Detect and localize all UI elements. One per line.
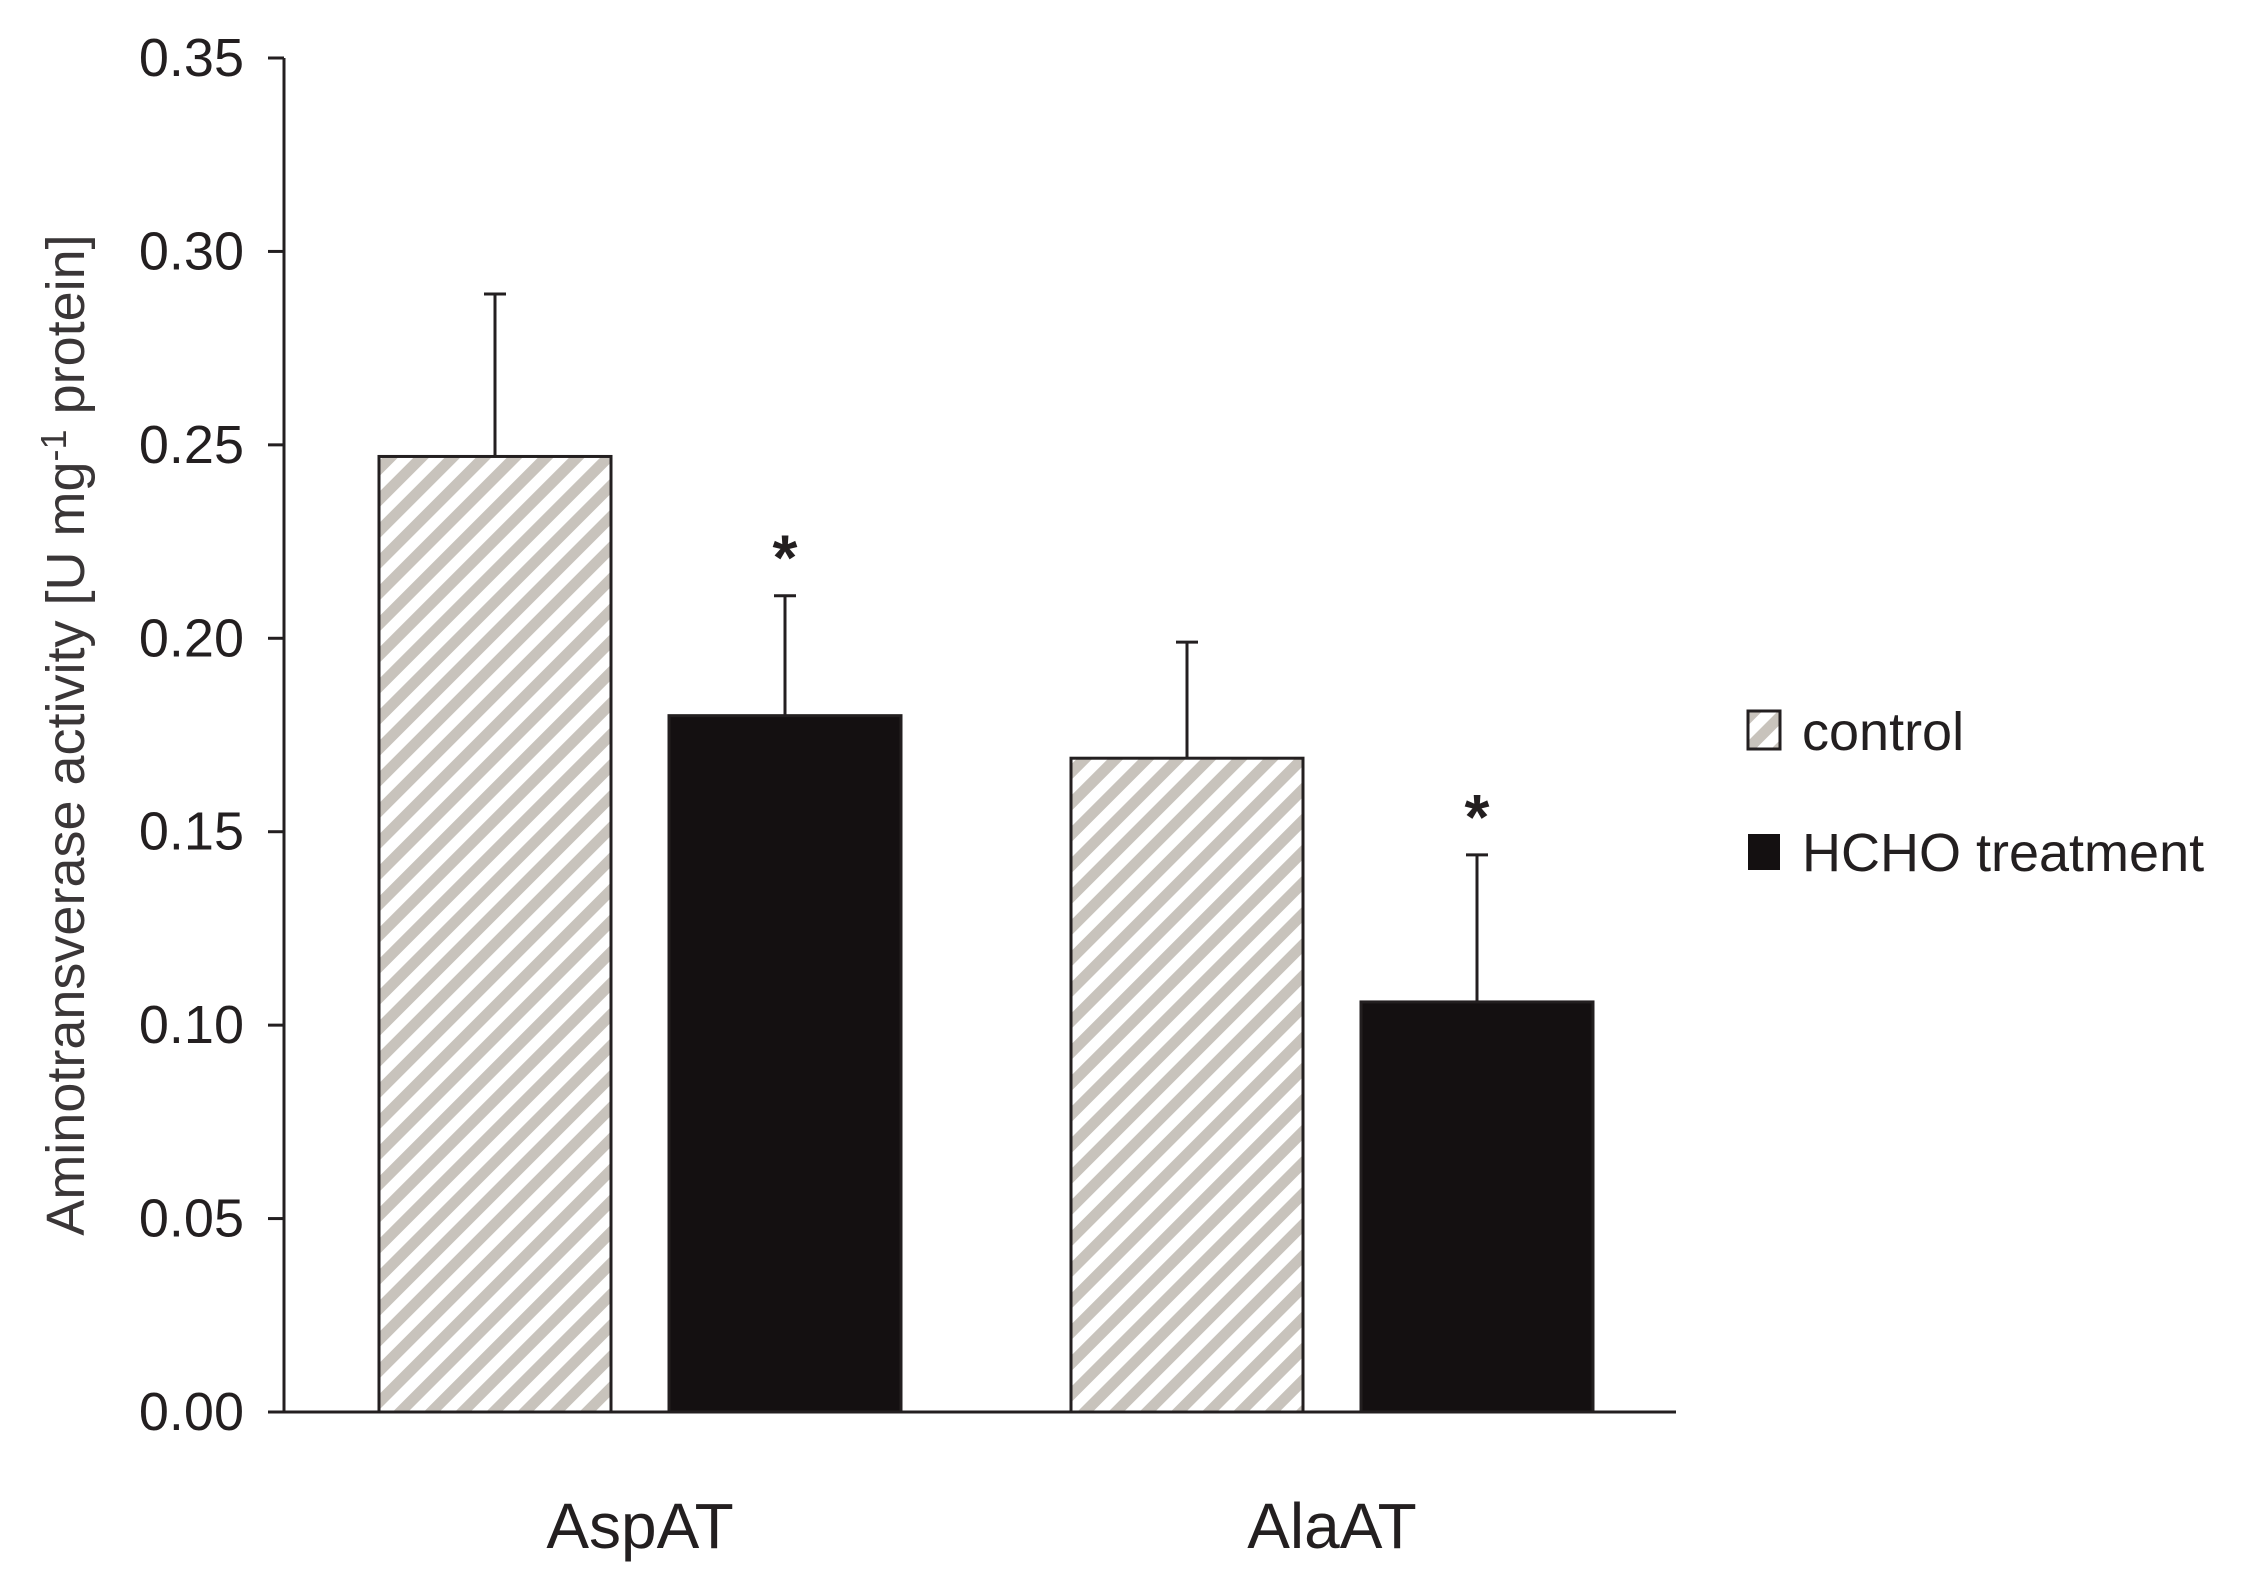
category-label-alaat: AlaAT	[1247, 1490, 1417, 1562]
legend-label-hcho-treatment: HCHO treatment	[1802, 823, 2204, 883]
bar-aspat-hcho-treatment	[667, 714, 903, 1414]
bar-alaat-control	[1069, 756, 1305, 1414]
y-tick-label: 0.25	[139, 415, 244, 475]
y-axis-title: Aminotransverase activity [U mg-1 protei…	[33, 234, 96, 1235]
y-tick-label: 0.15	[139, 802, 244, 862]
legend: control HCHO treatment	[1746, 702, 2204, 883]
error-bars	[484, 292, 1488, 1002]
y-tick-label: 0.30	[139, 221, 244, 281]
y-tick-label: 0.10	[139, 995, 244, 1055]
bar-aspat-control	[377, 454, 613, 1414]
legend-swatch-hcho-treatment	[1748, 834, 1780, 870]
bars	[377, 454, 1595, 1414]
y-tick-label: 0.05	[139, 1189, 244, 1249]
significance-marks: **	[773, 522, 1490, 853]
legend-item-control: control	[1746, 702, 1964, 762]
y-tick-label: 0.00	[139, 1382, 244, 1442]
y-ticks: 0.00 0.05 0.10 0.15 0.20 0.25 0.30 0.35	[139, 28, 284, 1442]
significance-mark: *	[773, 522, 798, 594]
y-tick-label: 0.35	[139, 28, 244, 88]
bar-alaat-hcho-treatment	[1359, 1000, 1595, 1414]
legend-label-control: control	[1802, 702, 1964, 762]
significance-mark: *	[1465, 781, 1490, 853]
category-labels: AspAT AlaAT	[546, 1490, 1416, 1562]
legend-swatch-control	[1746, 709, 1782, 751]
y-tick-label: 0.20	[139, 608, 244, 668]
category-label-aspat: AspAT	[546, 1490, 733, 1562]
legend-item-hcho-treatment: HCHO treatment	[1748, 823, 2204, 883]
